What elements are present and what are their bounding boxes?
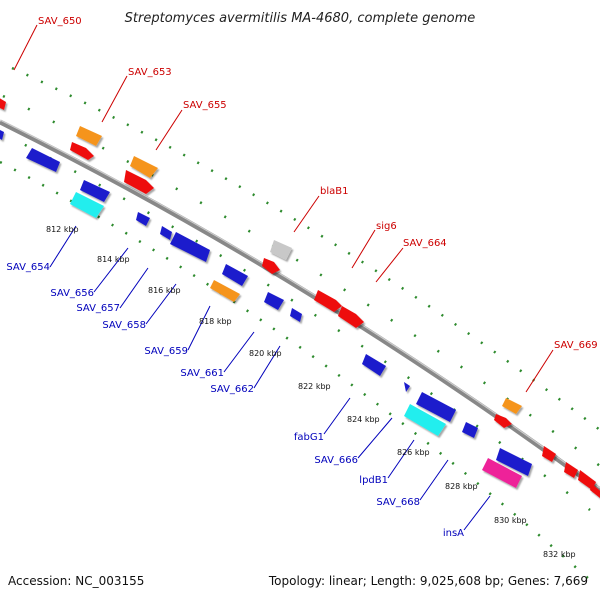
scale-label: 818 kbp xyxy=(199,317,232,326)
gene-gray[interactable] xyxy=(270,240,292,260)
gene-red-3-arrow[interactable] xyxy=(578,470,596,490)
gene-label[interactable]: SAV_666 xyxy=(314,455,358,466)
gene-blue-10[interactable] xyxy=(404,382,410,392)
gene-blue-7[interactable] xyxy=(264,292,284,310)
topology-text: Topology: linear; Length: 9,025,608 bp; … xyxy=(268,574,588,588)
gene-sig6-arrow[interactable] xyxy=(314,290,342,312)
gene-blue-3[interactable] xyxy=(136,212,150,226)
gene-label[interactable]: SAV_653 xyxy=(128,67,172,78)
gene-blue-6[interactable] xyxy=(222,264,248,286)
gene-label[interactable]: SAV_656 xyxy=(50,288,94,299)
gene-label[interactable]: SAV_658 xyxy=(102,320,146,331)
gene-label[interactable]: SAV_657 xyxy=(76,303,120,314)
gene-blue-5[interactable] xyxy=(170,232,210,262)
gene-label[interactable]: SAV_669 xyxy=(554,340,598,351)
scale-label: 830 kbp xyxy=(494,516,527,525)
gene-orange-2[interactable] xyxy=(130,156,158,178)
scale-label: 820 kbp xyxy=(249,349,282,358)
scale-label: 822 kbp xyxy=(298,382,331,391)
gene-cyan-2[interactable] xyxy=(404,404,446,436)
gene-blue-4[interactable] xyxy=(160,226,172,240)
scale-label: 812 kbp xyxy=(46,225,79,234)
gene-red-4-arrow[interactable] xyxy=(590,484,600,498)
gene-blue-13[interactable] xyxy=(496,448,532,476)
genome-backbone xyxy=(0,119,600,493)
scale-label: 828 kbp xyxy=(445,482,478,491)
gene-blue-1[interactable] xyxy=(26,148,60,172)
gene-insa-arrow[interactable] xyxy=(482,458,522,488)
map-title: Streptomyces avermitilis MA-4680, comple… xyxy=(125,11,476,26)
outer-feature-track xyxy=(11,66,600,431)
gene-label[interactable]: SAV_654 xyxy=(6,262,50,273)
gene-label[interactable]: blaB1 xyxy=(320,186,348,197)
gene-label[interactable]: SAV_659 xyxy=(144,346,188,357)
gene-sav664-arrow[interactable] xyxy=(338,306,364,328)
gene-blue-12[interactable] xyxy=(462,422,478,438)
accession-text: Accession: NC_003155 xyxy=(8,574,144,588)
gene-label[interactable]: SAV_661 xyxy=(180,368,224,379)
gene-sav650-arrow[interactable] xyxy=(0,96,6,110)
scale-labels: 812 kbp 814 kbp 816 kbp 818 kbp 820 kbp … xyxy=(46,225,576,559)
genome-backbone-highlight xyxy=(0,119,600,489)
gene-blue-8[interactable] xyxy=(290,308,302,322)
scale-label: 832 kbp xyxy=(543,550,576,559)
gene-blue-9[interactable] xyxy=(362,354,386,376)
scale-label: 824 kbp xyxy=(347,415,380,424)
gene-label[interactable]: SAV_664 xyxy=(403,238,447,249)
gene-label[interactable]: lpdB1 xyxy=(359,475,388,486)
gene-blab1-arrow[interactable] xyxy=(262,258,280,274)
gene-blue-0[interactable] xyxy=(0,128,4,140)
gene-red-1-arrow[interactable] xyxy=(542,446,556,462)
leader-lines xyxy=(13,24,554,531)
gene-sav655-arrow[interactable] xyxy=(124,170,154,194)
top-gene-labels: SAV_650 SAV_653 SAV_655 blaB1 sig6 SAV_6… xyxy=(38,16,598,351)
gene-label[interactable]: sig6 xyxy=(376,221,397,232)
scale-label: 816 kbp xyxy=(148,286,181,295)
scale-label: 814 kbp xyxy=(97,255,130,264)
gene-red-2-arrow[interactable] xyxy=(564,462,578,478)
gene-blue-11[interactable] xyxy=(416,392,456,422)
reverse-tick-track xyxy=(0,130,591,511)
gene-blue-2[interactable] xyxy=(80,180,110,202)
gene-label[interactable]: SAV_650 xyxy=(38,16,82,27)
scale-label: 826 kbp xyxy=(397,448,430,457)
gene-label[interactable]: SAV_662 xyxy=(210,384,254,395)
gene-sav669-arrow[interactable] xyxy=(494,414,512,428)
gene-orange-1[interactable] xyxy=(76,126,102,146)
gene-orange-4[interactable] xyxy=(502,398,522,414)
gene-label[interactable]: fabG1 xyxy=(294,432,324,443)
gene-label[interactable]: SAV_668 xyxy=(376,497,420,508)
gene-label[interactable]: insA xyxy=(443,528,464,539)
gene-sav653-arrow[interactable] xyxy=(70,142,94,160)
gene-label[interactable]: SAV_655 xyxy=(183,100,227,111)
gene-orange-3[interactable] xyxy=(210,280,240,302)
bottom-gene-labels: SAV_654 SAV_656 SAV_657 SAV_658 SAV_659 … xyxy=(6,262,464,539)
gene-cyan-1[interactable] xyxy=(70,192,104,218)
gene-glyphs xyxy=(0,96,600,498)
